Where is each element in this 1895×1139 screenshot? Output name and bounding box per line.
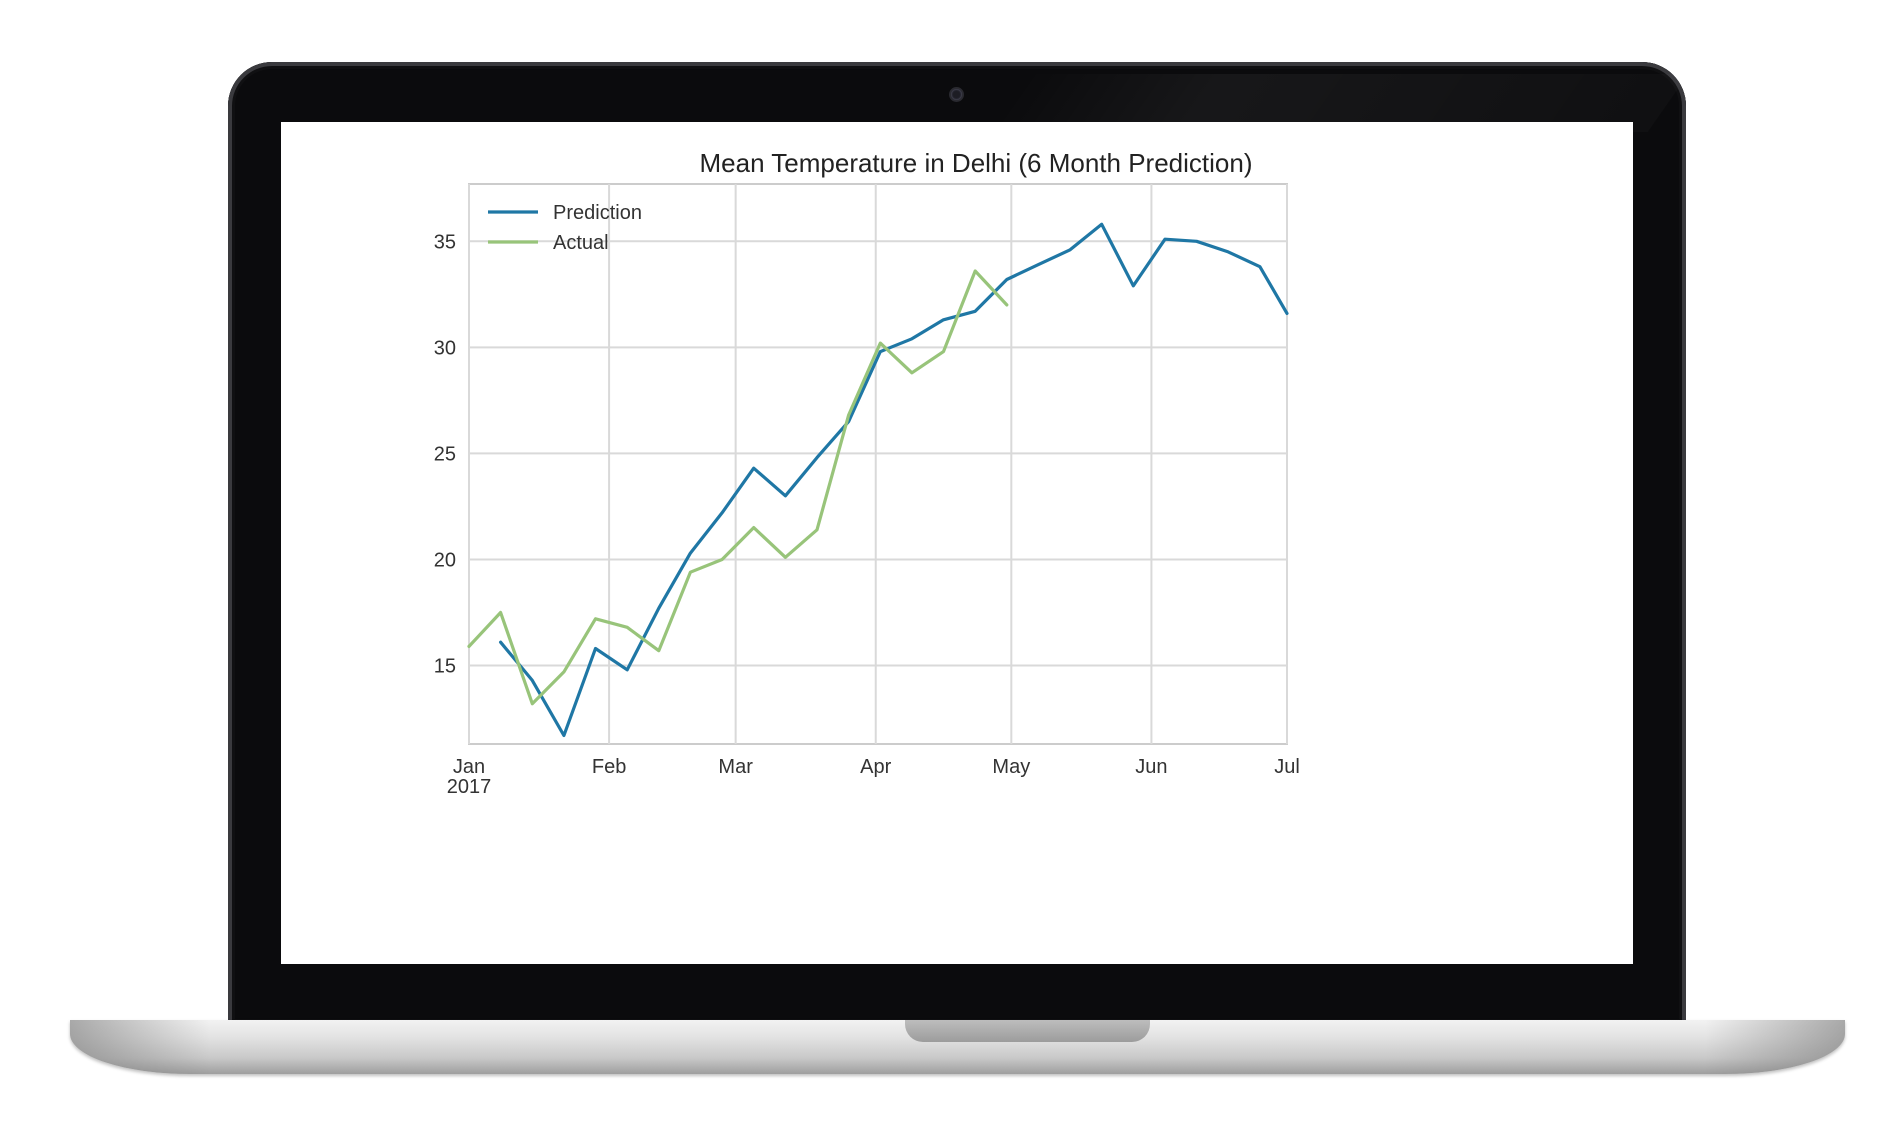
opening-notch: [905, 1020, 1150, 1042]
y-tick-label: 15: [434, 656, 456, 678]
series-line-actual: [467, 269, 1009, 706]
legend: Prediction Actual: [488, 202, 642, 254]
y-tick-label: 30: [434, 337, 456, 359]
x-tick-label: Jun: [1135, 756, 1167, 778]
legend-label: Prediction: [553, 202, 642, 224]
y-tick-label: 25: [434, 443, 456, 465]
x-tick-label: Jul: [1274, 756, 1300, 778]
x-tick-label: Jan: [453, 756, 485, 778]
base-shade-right: [1705, 1020, 1845, 1074]
x-tick-sublabel: 2017: [447, 776, 492, 798]
x-tick-label: Mar: [718, 756, 753, 778]
x-tick-label: May: [992, 756, 1030, 778]
x-tick-label: Apr: [860, 756, 891, 778]
y-tick-label: 20: [434, 549, 456, 571]
chart-title: Mean Temperature in Delhi (6 Month Predi…: [699, 148, 1252, 178]
laptop-base: [70, 1020, 1845, 1074]
grid-lines: [468, 183, 1288, 745]
camera-icon: [951, 89, 962, 100]
series-lines: [467, 222, 1289, 738]
legend-label: Actual: [553, 232, 609, 254]
y-tick-label: 35: [434, 231, 456, 253]
series-line-prediction: [499, 222, 1289, 738]
x-tick-label: Feb: [592, 756, 626, 778]
line-chart: Mean Temperature in Delhi (6 Month Predi…: [434, 148, 1300, 798]
laptop-screen: Mean Temperature in Delhi (6 Month Predi…: [281, 122, 1633, 964]
base-shade-left: [70, 1020, 210, 1074]
